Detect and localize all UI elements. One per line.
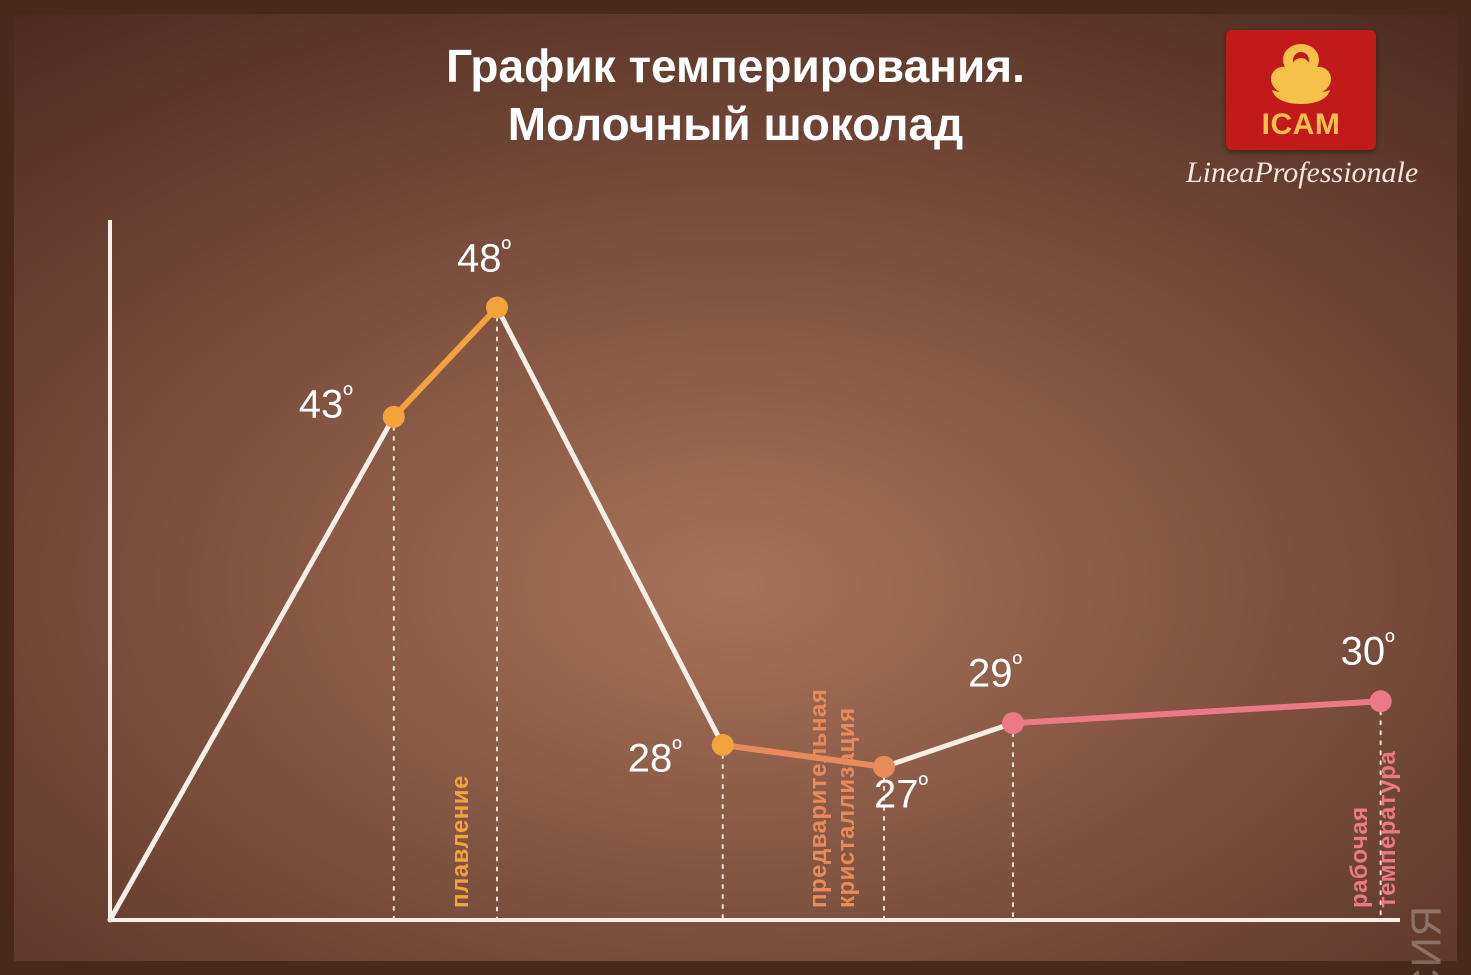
tempering-line-chart [0, 0, 1471, 975]
infographic-frame: График темперирования. Молочный шоколад … [0, 0, 1471, 975]
